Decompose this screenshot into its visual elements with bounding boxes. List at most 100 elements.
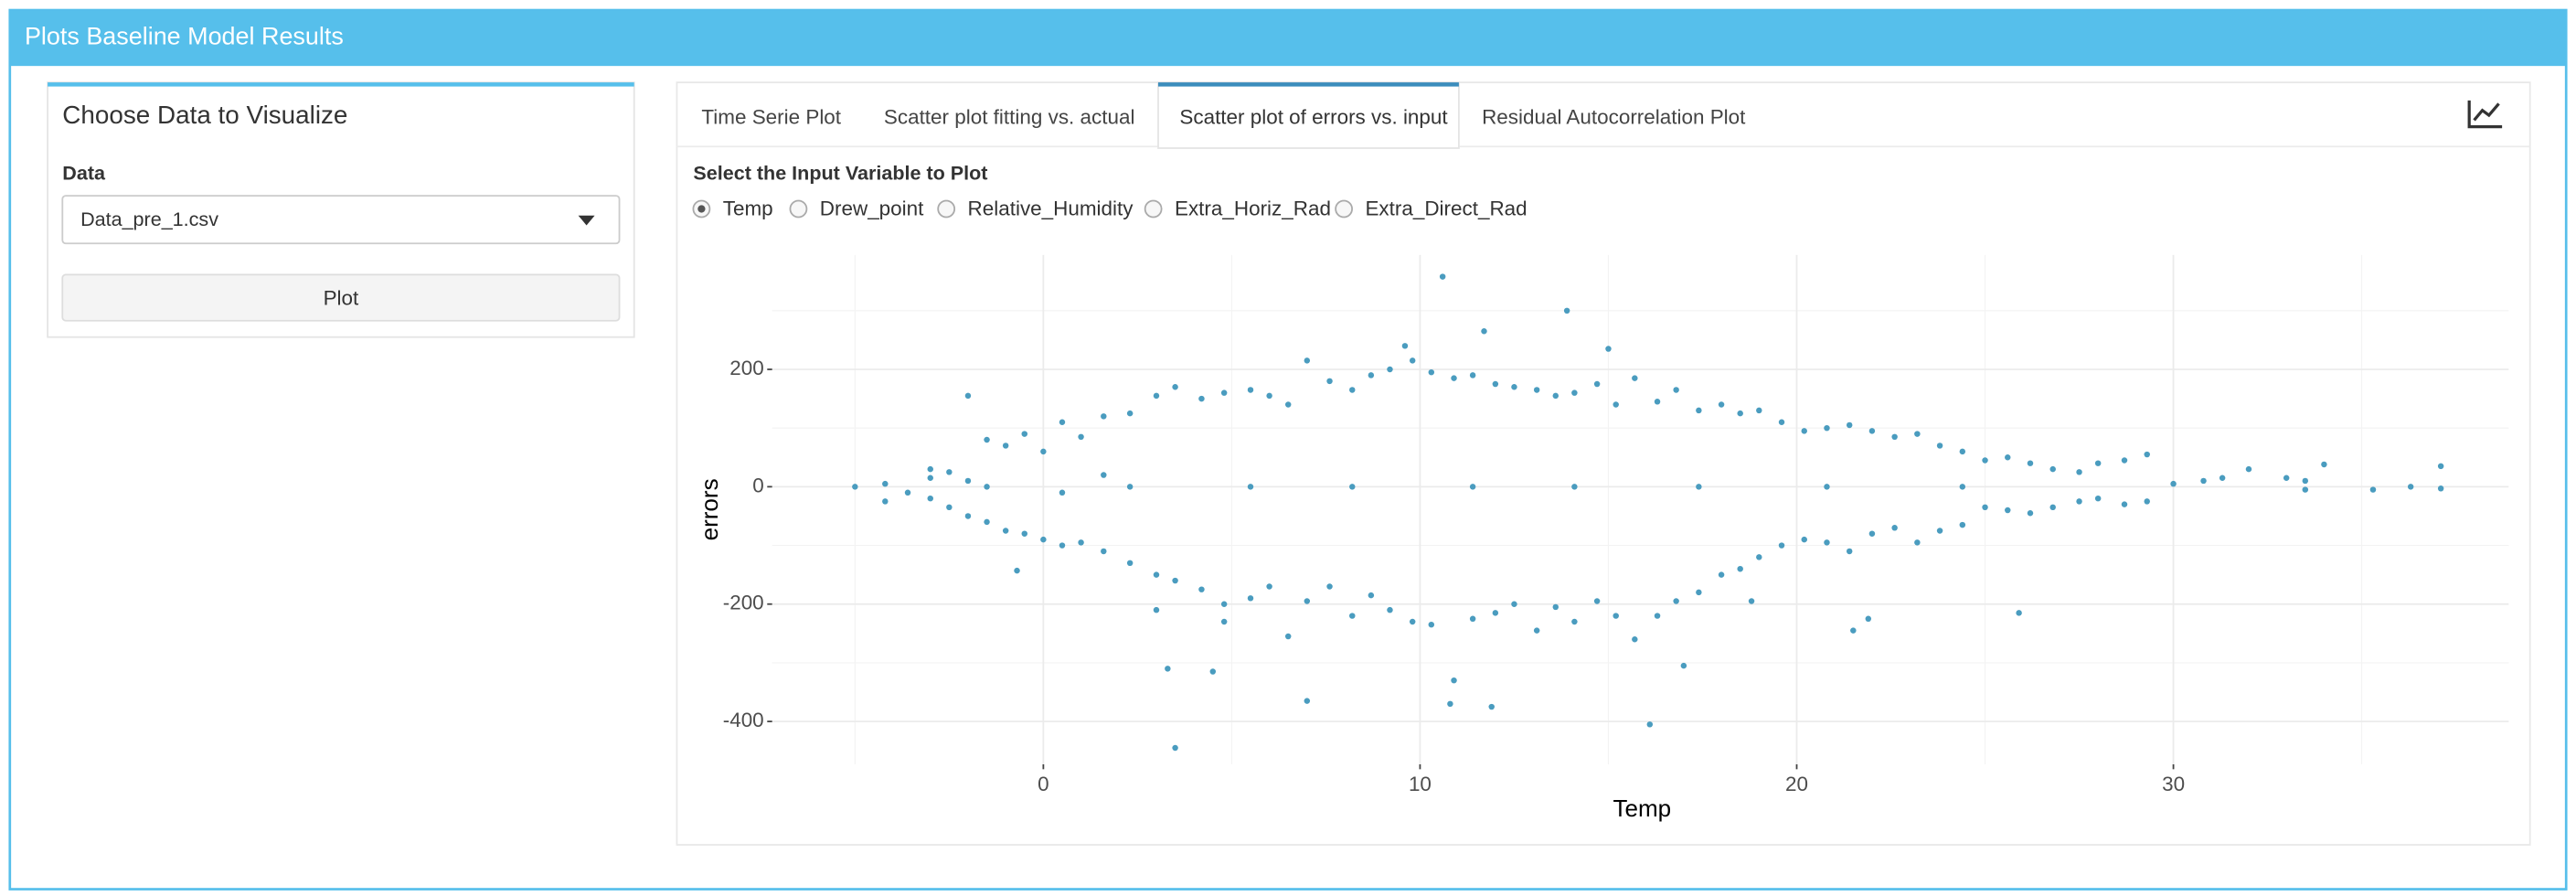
data-point bbox=[1165, 666, 1171, 672]
data-point bbox=[1680, 662, 1687, 669]
data-point bbox=[1153, 571, 1160, 578]
tab-label[interactable]: Residual Autocorrelation Plot bbox=[1482, 106, 1746, 129]
data-point bbox=[1552, 603, 1559, 611]
scatter-plot: 0 10 20 30 -400 -200 0 200 Temp errors bbox=[696, 254, 2509, 822]
data-point bbox=[2049, 465, 2056, 473]
radio-label[interactable]: Drew_point bbox=[820, 197, 924, 219]
tab-active-border bbox=[1158, 82, 1459, 87]
data-point bbox=[1247, 484, 1254, 490]
radio-button[interactable] bbox=[789, 199, 808, 219]
data-point bbox=[1632, 636, 1638, 643]
data-point bbox=[1492, 610, 1499, 616]
data-point bbox=[1563, 307, 1570, 315]
tab-label[interactable]: Scatter plot fitting vs. actual bbox=[884, 106, 1135, 129]
data-point bbox=[2016, 610, 2022, 616]
data-point bbox=[1654, 399, 1661, 405]
data-point bbox=[1002, 528, 1009, 534]
data-point bbox=[2437, 485, 2444, 492]
data-point bbox=[2027, 460, 2034, 466]
data-point bbox=[927, 495, 933, 502]
radio-label[interactable]: Extra_Horiz_Rad bbox=[1175, 197, 1331, 219]
data-point bbox=[2407, 484, 2414, 490]
data-point bbox=[2144, 451, 2150, 458]
radio-button[interactable] bbox=[937, 199, 956, 219]
data-point bbox=[1387, 606, 1393, 613]
data-point bbox=[2027, 510, 2034, 517]
data-point bbox=[1865, 615, 1872, 623]
tab-list: Time Serie Plot Scatter plot fitting vs. … bbox=[701, 81, 1746, 149]
data-point bbox=[1153, 606, 1160, 613]
data-point bbox=[2005, 454, 2011, 461]
x-tick-label: 10 bbox=[1409, 773, 1432, 795]
file-select-value: Data_pre_1.csv bbox=[80, 208, 218, 230]
data-point bbox=[2094, 495, 2102, 502]
data-point bbox=[1891, 525, 1898, 531]
data-point bbox=[1824, 539, 1830, 546]
radio-label[interactable]: Temp bbox=[723, 197, 773, 219]
data-point bbox=[1696, 589, 1702, 596]
tab-label[interactable]: Time Serie Plot bbox=[701, 106, 841, 129]
data-point bbox=[1284, 401, 1292, 408]
x-tick-label: 20 bbox=[1785, 773, 1808, 795]
radio-button[interactable] bbox=[1144, 199, 1163, 219]
radio-dot bbox=[697, 205, 706, 213]
data-point bbox=[1571, 484, 1578, 490]
data-point bbox=[1126, 484, 1134, 490]
data-point bbox=[1387, 366, 1393, 373]
data-point bbox=[1247, 387, 1254, 393]
data-point bbox=[2144, 498, 2150, 505]
data-point bbox=[2302, 486, 2309, 493]
tab-label[interactable]: Scatter plot of errors vs. input bbox=[1179, 106, 1448, 129]
data-point bbox=[1571, 618, 1578, 625]
data-point bbox=[1936, 443, 1943, 449]
data-point bbox=[1172, 577, 1178, 584]
data-point bbox=[1891, 433, 1898, 441]
data-point bbox=[1153, 392, 1160, 400]
data-point bbox=[1172, 384, 1178, 390]
data-point bbox=[1349, 387, 1356, 393]
data-point bbox=[2005, 507, 2011, 514]
data-point bbox=[1756, 407, 1762, 414]
data-point bbox=[1846, 421, 1853, 429]
data-point bbox=[2121, 501, 2128, 507]
data-point bbox=[1593, 380, 1601, 388]
data-point bbox=[1326, 583, 1333, 590]
data-point bbox=[927, 465, 933, 473]
data-point bbox=[1778, 419, 1785, 425]
data-point bbox=[1428, 621, 1435, 628]
data-point bbox=[2049, 504, 2056, 511]
header-title: Plots Baseline Model Results bbox=[25, 23, 344, 50]
data-point bbox=[2437, 463, 2444, 470]
plot-button[interactable] bbox=[61, 273, 621, 322]
data-point bbox=[1059, 542, 1066, 549]
data-point bbox=[1613, 401, 1619, 408]
data-point bbox=[1014, 567, 1020, 574]
radio-label[interactable]: Extra_Direct_Rad bbox=[1365, 197, 1527, 219]
data-point bbox=[1220, 601, 1228, 607]
data-point bbox=[984, 484, 990, 490]
data-point bbox=[1304, 698, 1311, 704]
data-point bbox=[1511, 384, 1517, 390]
data-point bbox=[2200, 477, 2207, 485]
file-select[interactable] bbox=[61, 195, 621, 245]
data-point bbox=[1959, 521, 1966, 528]
radio-button[interactable] bbox=[1335, 199, 1353, 219]
data-point bbox=[882, 480, 889, 487]
data-point bbox=[1409, 618, 1416, 625]
data-point bbox=[1101, 548, 1107, 555]
data-point bbox=[1801, 536, 1807, 543]
data-point bbox=[1613, 613, 1619, 619]
icon-axes bbox=[2467, 100, 2503, 129]
radio-group: Temp Drew_point Relative_Humidity Extra_Hor… bbox=[692, 197, 1528, 219]
data-point bbox=[1481, 328, 1487, 335]
data-point bbox=[1304, 598, 1311, 604]
data-point bbox=[1349, 484, 1356, 490]
y-tick-label: -200 bbox=[723, 592, 764, 614]
sidebar-title: Choose Data to Visualize bbox=[62, 101, 347, 129]
chart-icon[interactable] bbox=[2467, 100, 2503, 129]
tab-box bbox=[676, 81, 2531, 846]
data-point bbox=[1447, 700, 1453, 708]
data-point bbox=[1266, 583, 1272, 590]
radio-label[interactable]: Relative_Humidity bbox=[968, 197, 1134, 219]
